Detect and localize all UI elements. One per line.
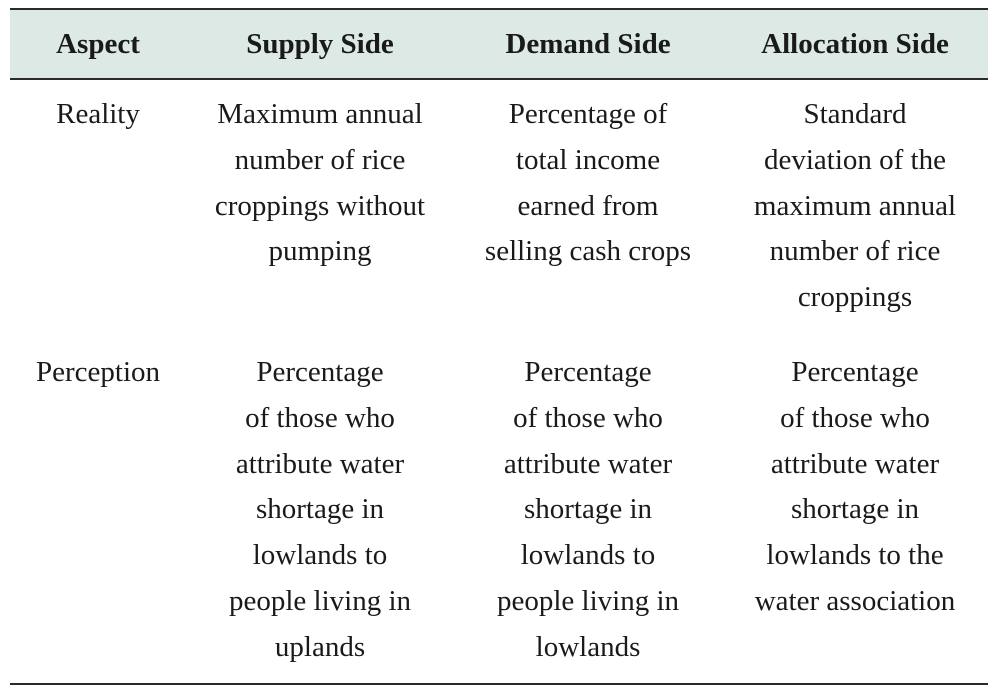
cell-line: Standard (803, 98, 907, 130)
cell-line: Percentage (524, 355, 652, 388)
comparison-table-container: Aspect Supply Side Demand Side Allocatio… (10, 8, 988, 685)
cell-line: maximum annual (753, 189, 957, 222)
cell-supply-perception: Percentage of those who attribute water … (186, 336, 454, 685)
cell-line: attribute water (770, 447, 940, 480)
cell-aspect-reality: Reality (10, 79, 186, 337)
cell-line: lowlands to (252, 539, 388, 572)
cell-line: total income (515, 143, 661, 176)
cell-line: number of rice (234, 143, 406, 176)
cell-line: attribute water (503, 447, 673, 480)
cell-text: Perception (35, 355, 160, 388)
cell-line: of those who (245, 401, 395, 434)
cell-line: earned from (517, 189, 659, 222)
cell-line: water association (754, 584, 956, 617)
cell-line: lowlands (535, 630, 641, 663)
cell-text: Reality (56, 98, 140, 130)
cell-line: attribute water (235, 447, 405, 480)
cell-line: of those who (780, 401, 930, 434)
header-demand-side: Demand Side (454, 8, 722, 80)
cell-line: Percentage (791, 355, 919, 388)
cell-line: people living in (496, 584, 680, 617)
header-allocation-side: Allocation Side (722, 8, 988, 80)
cell-line: shortage in (255, 493, 385, 526)
cell-line: selling cash crops (484, 235, 692, 268)
cell-supply-reality: Maximum annual number of rice croppings … (186, 79, 454, 337)
cell-allocation-perception: Percentage of those who attribute water … (722, 336, 988, 685)
cell-line: croppings (797, 281, 913, 314)
cell-line: lowlands to (520, 539, 656, 572)
cell-line: Percentage (256, 355, 384, 388)
cell-line: shortage in (790, 493, 920, 526)
header-row: Aspect Supply Side Demand Side Allocatio… (10, 8, 988, 80)
cell-line: shortage in (523, 493, 653, 526)
table-body: Reality Maximum annual number of rice cr… (10, 79, 988, 685)
cell-line: croppings without (214, 189, 426, 222)
table-header: Aspect Supply Side Demand Side Allocatio… (10, 8, 988, 80)
cell-demand-reality: Percentage of total income earned from s… (454, 79, 722, 337)
cell-allocation-reality: Standard deviation of the maximum annual… (722, 79, 988, 337)
cell-line: of those who (513, 401, 663, 434)
cell-line: Maximum annual (217, 98, 423, 130)
cell-line: people living in (228, 584, 412, 617)
cell-demand-perception: Percentage of those who attribute water … (454, 336, 722, 685)
cell-line: deviation of the (763, 143, 946, 176)
cell-line: pumping (268, 235, 372, 268)
comparison-table: Aspect Supply Side Demand Side Allocatio… (10, 8, 988, 685)
cell-line: number of rice (769, 235, 941, 268)
header-aspect: Aspect (10, 8, 186, 80)
cell-line: lowlands to the (766, 539, 944, 572)
cell-line: Percentage of (508, 98, 668, 130)
header-supply-side: Supply Side (186, 8, 454, 80)
table-row: Perception Percentage of those who attri… (10, 336, 988, 685)
cell-aspect-perception: Perception (10, 336, 186, 685)
table-row: Reality Maximum annual number of rice cr… (10, 79, 988, 337)
cell-line: uplands (274, 630, 366, 663)
